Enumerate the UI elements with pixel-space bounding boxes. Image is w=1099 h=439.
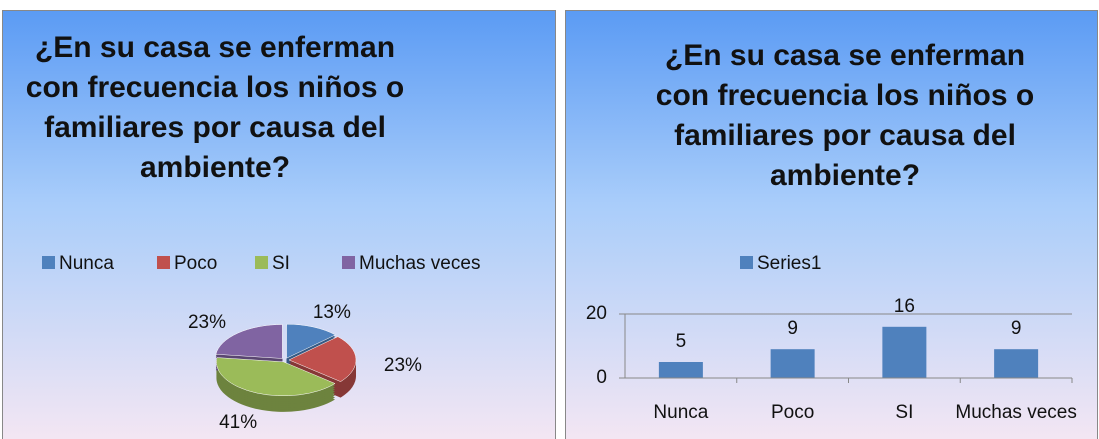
data-label: 9 bbox=[1011, 318, 1022, 339]
pie-slice bbox=[215, 324, 283, 359]
legend-label: Nunca bbox=[59, 253, 114, 274]
chart-title: ¿En su casa se enferman con frecuencia l… bbox=[655, 39, 1035, 192]
data-label: 9 bbox=[787, 318, 798, 339]
legend-swatch bbox=[42, 256, 55, 269]
legend-label: SI bbox=[272, 253, 290, 274]
pie-slice bbox=[216, 357, 336, 397]
data-label: 23% bbox=[384, 355, 422, 376]
data-label: 13% bbox=[313, 302, 351, 323]
legend-swatch bbox=[342, 256, 355, 269]
legend-label: Poco bbox=[174, 253, 217, 274]
legend-swatch bbox=[255, 256, 268, 269]
x-tick-label: Nunca bbox=[653, 402, 708, 423]
legend-label: Series1 bbox=[757, 253, 821, 274]
bar bbox=[882, 326, 927, 378]
legend-swatch bbox=[157, 256, 170, 269]
chart-title: ¿En su casa se enferman con frecuencia l… bbox=[25, 31, 405, 184]
bar bbox=[770, 349, 815, 378]
y-tick-label: 20 bbox=[586, 303, 607, 324]
bar bbox=[658, 362, 703, 378]
bar bbox=[994, 349, 1039, 378]
y-tick-label: 0 bbox=[596, 367, 607, 388]
pie-slice bbox=[286, 323, 336, 359]
data-label: 41% bbox=[219, 412, 257, 433]
legend-label: Muchas veces bbox=[359, 253, 480, 274]
pie-slice bbox=[288, 336, 357, 382]
x-tick-label: Muchas veces bbox=[955, 402, 1076, 423]
legend-swatch bbox=[740, 256, 753, 269]
data-label: 23% bbox=[188, 312, 226, 333]
x-tick-label: SI bbox=[895, 402, 913, 423]
data-label: 5 bbox=[676, 331, 687, 352]
x-tick-label: Poco bbox=[771, 402, 814, 423]
data-label: 16 bbox=[894, 296, 915, 317]
